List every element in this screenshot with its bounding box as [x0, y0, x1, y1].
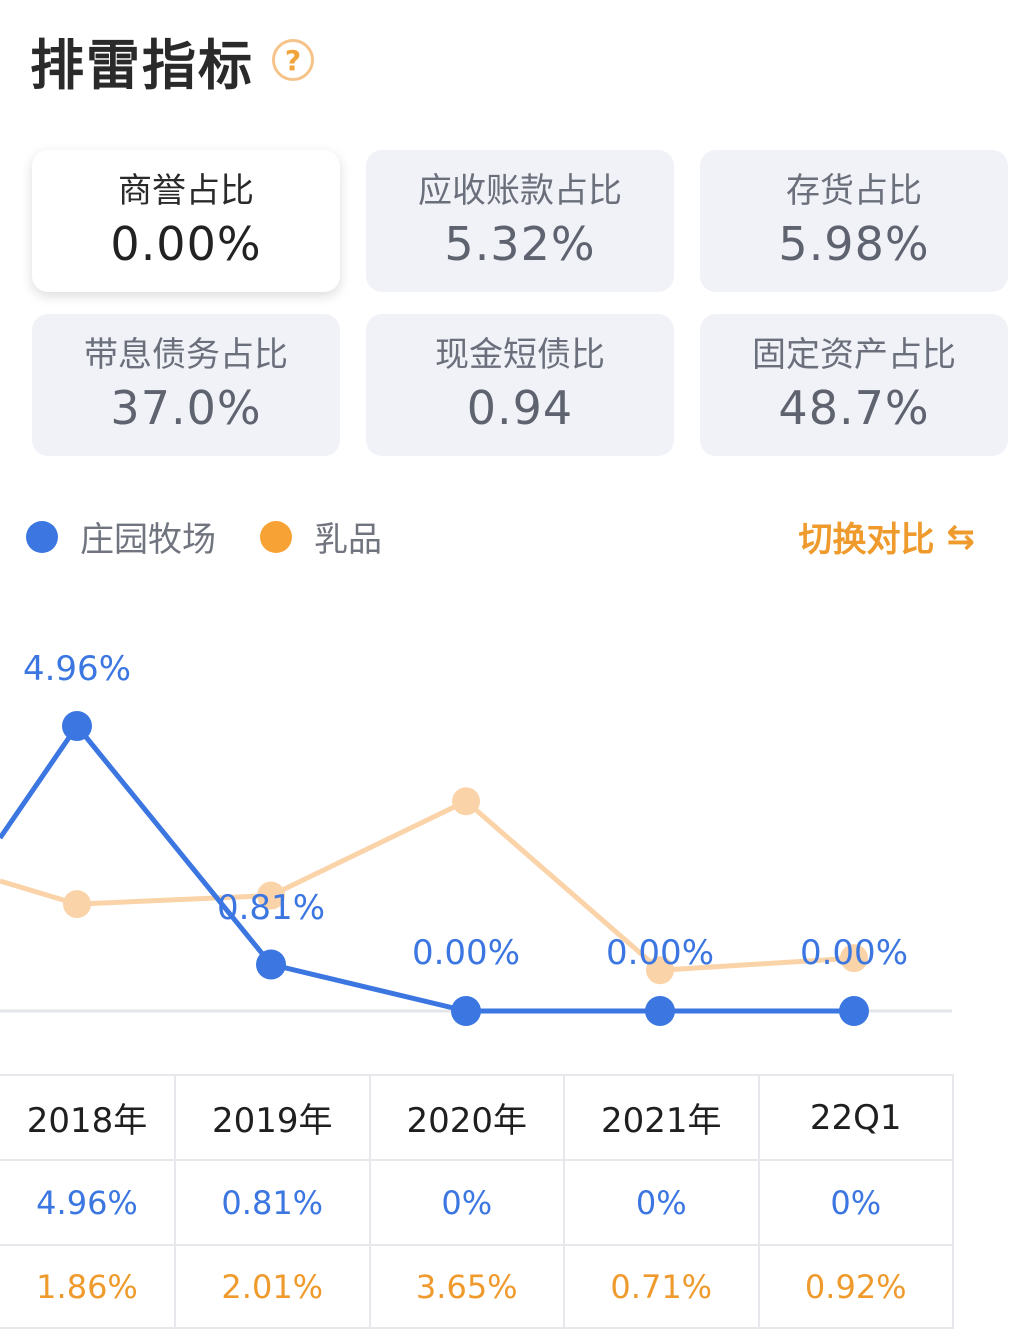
metric-value: 37.0%	[110, 381, 262, 436]
metric-card-inventory[interactable]: 存货占比 5.98%	[700, 150, 1008, 292]
data-table: 2018年 2019年 2020年 2021年 22Q1 4.96% 0.81%…	[0, 1074, 954, 1329]
table-cell: 3.65%	[371, 1246, 565, 1327]
metric-label: 现金短债比	[435, 334, 605, 375]
data-point-company	[256, 949, 286, 980]
table-header-cell: 2018年	[0, 1076, 176, 1159]
data-point-industry	[840, 944, 868, 973]
data-point-company	[645, 996, 675, 1026]
metric-value: 0.00%	[110, 217, 262, 272]
legend-label: 乳品	[314, 520, 382, 560]
metric-label: 带息债务占比	[84, 334, 288, 375]
metric-label: 商誉占比	[118, 170, 254, 211]
table-header-row: 2018年 2019年 2020年 2021年 22Q1	[0, 1074, 954, 1159]
question-circle-icon[interactable]: ?	[272, 39, 314, 81]
table-cell: 0.92%	[760, 1246, 954, 1327]
data-point-industry	[63, 890, 91, 919]
metric-value: 5.32%	[444, 217, 596, 272]
chart-legend: 庄园牧场 乳品	[26, 512, 426, 561]
line-chart: 4.96% 0.81% 0.00% 0.00% 0.00%	[0, 649, 952, 1026]
table-cell: 2.01%	[176, 1246, 371, 1327]
metric-label: 存货占比	[786, 170, 922, 211]
metric-card-cash-short-debt[interactable]: 现金短债比 0.94	[366, 314, 674, 456]
legend-item-company[interactable]: 庄园牧场	[26, 512, 216, 561]
table-cell: 1.86%	[0, 1246, 176, 1327]
data-label-company: 0.00%	[412, 933, 520, 973]
table-cell: 0.81%	[176, 1161, 371, 1244]
metric-label: 固定资产占比	[752, 334, 956, 375]
data-point-company	[62, 711, 92, 741]
legend-dot-orange	[260, 520, 292, 553]
metric-value: 0.94	[466, 381, 574, 436]
data-point-industry	[452, 787, 480, 816]
series-line-company	[0, 723, 854, 1014]
legend-dot-blue	[26, 520, 58, 553]
table-cell: 4.96%	[0, 1161, 176, 1244]
table-header-cell: 2020年	[371, 1076, 565, 1159]
data-point-company	[451, 996, 481, 1026]
metric-card-fixed-assets[interactable]: 固定资产占比 48.7%	[700, 314, 1008, 456]
switch-compare-button[interactable]: 切换对比 ⇆	[799, 512, 976, 561]
table-row: 1.86% 2.01% 3.65% 0.71% 0.92%	[0, 1244, 954, 1329]
page-title: 排雷指标	[30, 33, 254, 97]
data-label-company: 4.96%	[23, 649, 131, 689]
metric-value: 5.98%	[778, 217, 930, 272]
data-label-company: 0.81%	[217, 888, 325, 928]
metric-card-receivables[interactable]: 应收账款占比 5.32%	[366, 150, 674, 292]
table-cell: 0%	[371, 1161, 565, 1244]
header: 排雷指标 ?	[30, 24, 314, 97]
legend-label: 庄园牧场	[80, 520, 216, 560]
table-row: 4.96% 0.81% 0% 0% 0%	[0, 1159, 954, 1244]
table-cell: 0%	[565, 1161, 760, 1244]
switch-compare-label: 切换对比	[798, 520, 935, 560]
metric-label: 应收账款占比	[418, 170, 622, 211]
data-point-industry	[257, 881, 285, 910]
table-cell: 0.71%	[565, 1246, 760, 1327]
table-cell: 0%	[760, 1161, 954, 1244]
metric-cards: 商誉占比 0.00% 应收账款占比 5.32% 存货占比 5.98% 带息债务占…	[32, 150, 1010, 456]
compare-toggle-icon: ⇆	[946, 516, 976, 557]
metric-value: 48.7%	[778, 381, 930, 436]
data-label-company: 0.00%	[800, 933, 908, 973]
data-point-industry	[646, 956, 674, 985]
metric-card-goodwill[interactable]: 商誉占比 0.00%	[32, 150, 340, 292]
legend-item-industry[interactable]: 乳品	[260, 512, 382, 561]
table-header-cell: 2019年	[176, 1076, 371, 1159]
data-label-company: 0.00%	[606, 933, 714, 973]
data-point-company	[839, 996, 869, 1026]
metric-card-interest-debt[interactable]: 带息债务占比 37.0%	[32, 314, 340, 456]
table-header-cell: 22Q1	[760, 1076, 954, 1159]
table-header-cell: 2021年	[565, 1076, 760, 1159]
